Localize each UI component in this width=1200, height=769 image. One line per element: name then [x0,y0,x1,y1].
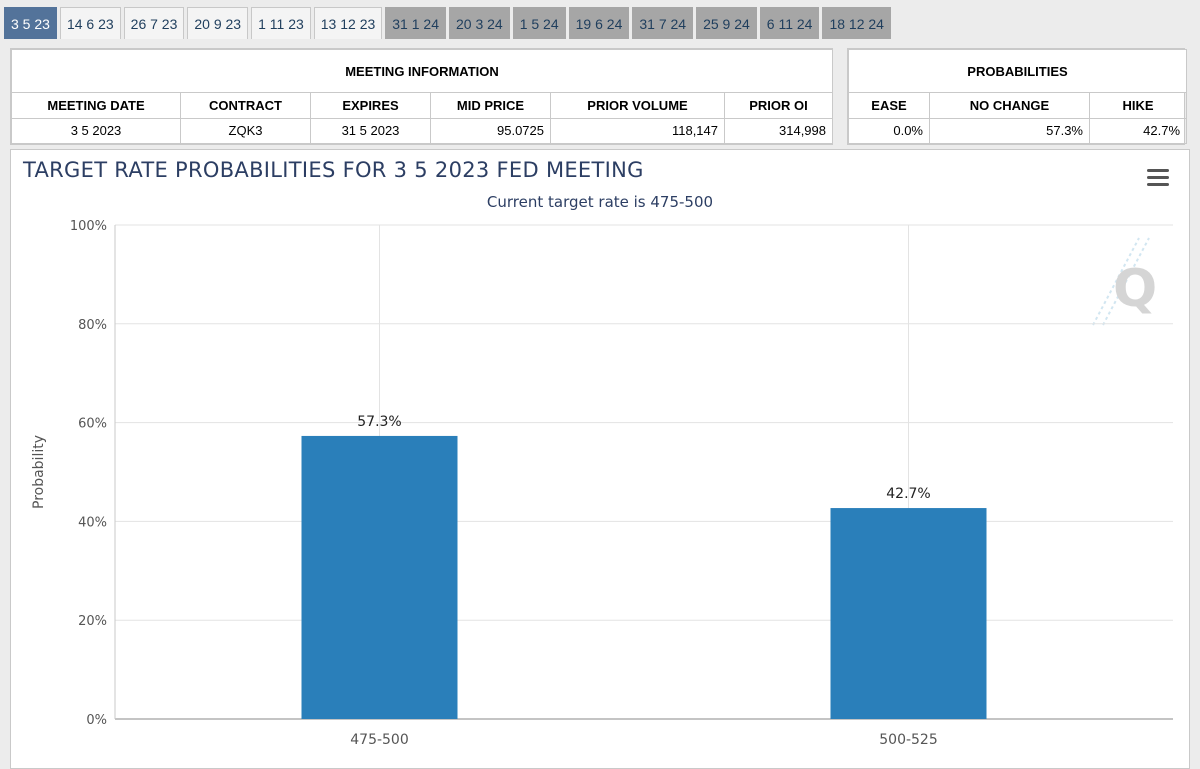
tab-meeting-date[interactable]: 18 12 24 [822,7,891,39]
x-tick-label: 500-525 [879,732,938,748]
meeting-date-tabs: 3 5 23 14 6 23 26 7 23 20 9 23 1 11 23 13 12 … [4,7,894,41]
chart-title: TARGET RATE PROBABILITIES FOR 3 5 2023 F… [23,158,644,182]
header-ease: EASE [848,92,930,119]
bar-500-525[interactable] [830,508,987,719]
x-axis-ticks: 475-500 500-525 [350,732,938,748]
tab-meeting-date[interactable]: 19 6 24 [568,7,630,39]
meeting-information-table: MEETING INFORMATION MEETING DATE CONTRAC… [11,48,833,145]
probability-bar-chart: Q 0% 20% 40% 60% 80% 100% 57.3% 42.7% 475-500 5… [31,219,1173,748]
value-hike: 42.7% [1088,117,1188,145]
value-prior-volume: 118,147 [550,117,725,145]
y-tick-label: 20% [78,614,107,629]
x-tick-label: 475-500 [350,732,409,748]
header-contract: CONTRACT [180,92,311,119]
chart-panel: TARGET RATE PROBABILITIES FOR 3 5 2023 F… [10,149,1190,769]
q-logo-watermark: Q [1092,237,1157,326]
y-axis-label: Probability [31,435,47,509]
y-tick-label: 80% [78,318,107,333]
value-meeting-date: 3 5 2023 [11,117,181,145]
value-ease: 0.0% [848,117,930,145]
tab-meeting-date[interactable]: 31 1 24 [385,7,446,39]
tab-meeting-date[interactable]: 1 11 23 [251,7,311,39]
probabilities-panel: PROBABILITIES EASE NO CHANGE HIKE 0.0% 5… [847,48,1188,145]
bar-data-label: 57.3% [357,414,401,430]
header-meeting-date: MEETING DATE [11,92,181,119]
probabilities-table: PROBABILITIES EASE NO CHANGE HIKE 0.0% 5… [847,48,1188,145]
bars [301,435,987,719]
header-mid-price: MID PRICE [430,92,551,119]
header-prior-volume: PRIOR VOLUME [550,92,725,119]
data-labels: 57.3% 42.7% [357,414,930,502]
tab-meeting-date[interactable]: 26 7 23 [123,7,185,39]
y-tick-label: 100% [70,219,107,234]
header-hike: HIKE [1088,92,1188,119]
bar-data-label: 42.7% [886,486,930,502]
value-contract: ZQK3 [180,117,311,145]
y-tick-label: 60% [78,417,107,432]
tab-meeting-date[interactable]: 1 5 24 [512,7,566,39]
grid-lines [114,224,1173,720]
value-no-change: 57.3% [929,117,1090,145]
meeting-information-panel: MEETING INFORMATION MEETING DATE CONTRAC… [10,48,833,145]
header-no-change: NO CHANGE [929,92,1090,119]
tab-meeting-date[interactable]: 3 5 23 [4,7,57,39]
y-tick-label: 40% [78,515,107,530]
chart-subtitle: Current target rate is 475-500 [486,193,714,211]
tab-meeting-date[interactable]: 25 9 24 [696,7,757,39]
y-tick-label: 0% [86,713,107,728]
meeting-information-title: MEETING INFORMATION [11,48,833,94]
tab-meeting-date[interactable]: 6 11 24 [759,7,820,39]
hamburger-menu-icon[interactable] [1147,169,1169,187]
value-mid-price: 95.0725 [430,117,551,145]
value-expires: 31 5 2023 [310,117,431,145]
tab-meeting-date[interactable]: 13 12 23 [313,7,383,39]
tab-meeting-date[interactable]: 31 7 24 [632,7,694,39]
tab-meeting-date[interactable]: 14 6 23 [59,7,121,39]
probabilities-title: PROBABILITIES [847,48,1188,94]
value-prior-oi: 314,998 [724,117,833,145]
tab-meeting-date[interactable]: 20 3 24 [448,7,510,39]
header-expires: EXPIRES [310,92,431,119]
y-axis-ticks: 0% 20% 40% 60% 80% 100% [70,219,107,728]
header-prior-oi: PRIOR OI [724,92,833,119]
bar-475-500[interactable] [301,435,458,719]
svg-text:Q: Q [1113,259,1157,319]
tab-meeting-date[interactable]: 20 9 23 [187,7,249,39]
